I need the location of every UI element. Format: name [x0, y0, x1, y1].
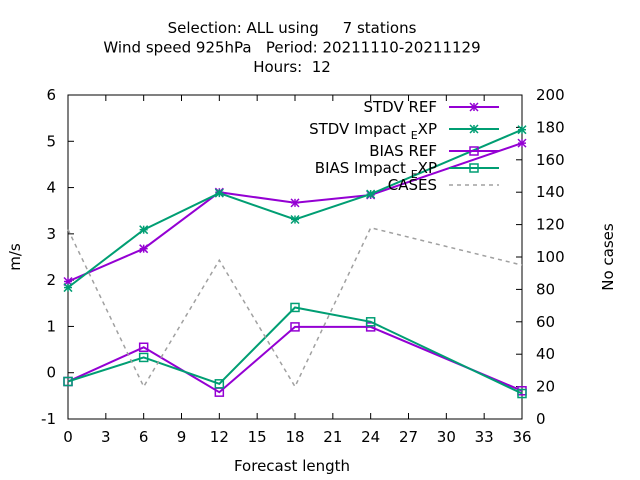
y-tick-label: 6 [46, 86, 56, 104]
y2-tick-label: 0 [536, 410, 546, 428]
legend-label: BIAS Impact EXP [315, 159, 437, 181]
series-line [67, 128, 523, 289]
x-tick-label: 27 [399, 428, 418, 446]
legend-marker [469, 124, 479, 134]
series-1 [63, 138, 527, 287]
series-line [67, 226, 523, 389]
series-line [67, 142, 523, 283]
y2-tick-label: 200 [536, 86, 565, 104]
x-tick-label: 0 [63, 428, 73, 446]
y-tick-label: 2 [46, 271, 56, 289]
y2-tick-label: 60 [536, 313, 555, 331]
series-2 [63, 125, 527, 293]
chart-title: Selection: ALL using 7 stations Wind spee… [103, 19, 480, 76]
plot-area: 0 3 6 9 12 15 18 21 24 27 30 33 36-10123456020406080… [6, 86, 617, 475]
y2-tick-label: 20 [536, 378, 555, 396]
data-point [214, 188, 224, 198]
y2-tick-label: 160 [536, 151, 565, 169]
legend-entry-4: BIAS Impact EXP [315, 159, 499, 181]
x-tick-label: 18 [285, 428, 304, 446]
y-tick-label: 0 [46, 364, 56, 382]
data-point [517, 388, 527, 399]
legend-entry-5: CASES [388, 176, 499, 194]
series-layer [63, 125, 527, 399]
y-tick-label: 3 [46, 225, 56, 243]
legend-marker [469, 163, 479, 173]
series-4 [63, 302, 527, 399]
legend-label: STDV Impact EXP [309, 120, 437, 142]
legend-label: BIAS REF [369, 142, 437, 160]
y2-tick-label: 80 [536, 280, 555, 298]
title-line-3: Hours: 12 [253, 58, 331, 76]
plot-frame [67, 94, 523, 420]
y-tick-label: 1 [46, 317, 56, 335]
data-point [365, 322, 376, 332]
title-line-1: Selection: ALL using 7 stations [168, 19, 417, 37]
x-tick-label: 12 [210, 428, 229, 446]
data-point [366, 189, 376, 199]
legend-entry-3: BIAS REF [369, 142, 499, 160]
x-tick-label: 9 [177, 428, 187, 446]
data-point [139, 244, 149, 254]
y2-tick-label: 120 [536, 216, 565, 234]
data-point [517, 138, 527, 148]
data-point [214, 379, 225, 389]
data-point [63, 376, 73, 387]
x-tick-label: 15 [248, 428, 267, 446]
y2-tick-label: 180 [536, 118, 565, 136]
legend-entry-2: STDV Impact EXP [309, 120, 499, 142]
y-tick-label: -1 [41, 410, 56, 428]
legend-marker [469, 102, 479, 112]
x-axis-label: Forecast length [234, 457, 350, 475]
x-tick-label: 33 [475, 428, 494, 446]
x-tick-label: 36 [512, 428, 531, 446]
title-line-2: Wind speed 925hPa Period: 20211110-20211… [103, 39, 480, 57]
y-tick-label: 4 [46, 179, 56, 197]
legend-label: STDV REF [363, 98, 437, 116]
y2-tick-label: 40 [536, 345, 555, 363]
series-5 [67, 226, 523, 389]
series-line [67, 325, 523, 394]
y-axis-label: m/s [6, 243, 24, 271]
data-point [138, 342, 149, 353]
data-point [290, 198, 300, 208]
x-tick-label: 24 [361, 428, 380, 446]
data-point [290, 302, 300, 313]
data-point [63, 283, 73, 293]
y2-tick-label: 100 [536, 248, 565, 266]
x-tick-label: 30 [437, 428, 456, 446]
data-point [290, 322, 300, 332]
y-tick-label: 5 [46, 132, 56, 150]
x-tick-label: 21 [323, 428, 342, 446]
data-point [290, 214, 300, 225]
legend-entry-1: STDV REF [363, 98, 499, 116]
data-point [517, 125, 527, 135]
legend-label: CASES [388, 176, 437, 194]
x-tick-label: 6 [139, 428, 149, 446]
data-point [365, 317, 376, 327]
data-point [138, 352, 149, 363]
y2-tick-label: 140 [536, 183, 565, 201]
y2-axis-label: No cases [599, 223, 617, 291]
legend-marker [469, 146, 479, 156]
data-point [139, 225, 149, 235]
x-tick-label: 3 [101, 428, 111, 446]
